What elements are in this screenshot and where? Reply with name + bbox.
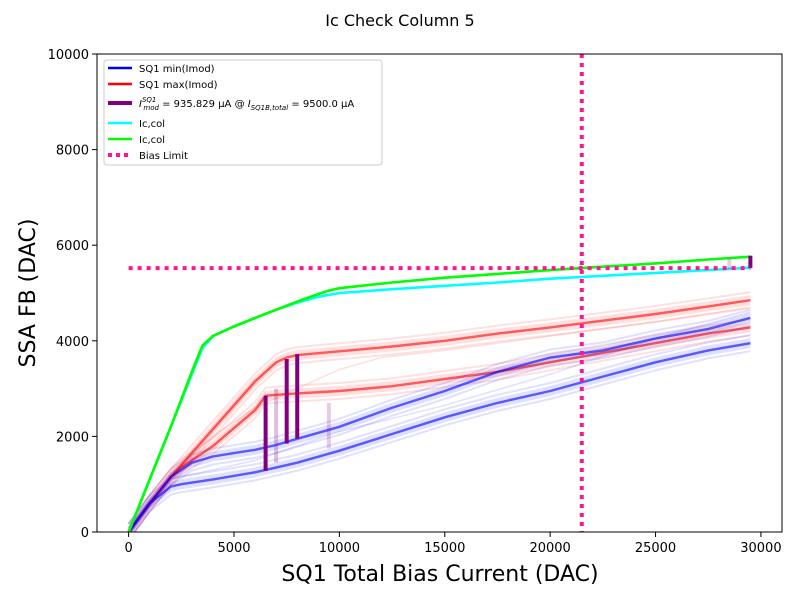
y-axis-label: SSA FB (DAC) (16, 219, 41, 368)
series-trace (127, 308, 751, 525)
series-trace (127, 312, 751, 529)
x-tick-label: 20000 (529, 541, 570, 556)
series-ic-green (127, 255, 751, 532)
chart-title: Ic Check Column 5 (325, 11, 474, 30)
legend-label: ISQ1 mod = 935.829 μA @ ISQ1B,total = 950… (139, 96, 354, 112)
series-trace (128, 318, 751, 532)
legend: SQ1 min(Imod) SQ1 max(Imod) ISQ1 mod = 935.… (103, 59, 383, 166)
axes-frame (96, 53, 783, 533)
series-min-lower (127, 334, 751, 532)
legend-label: Ic,col (139, 119, 165, 130)
series-trace (130, 330, 751, 532)
x-tick-label: 15000 (424, 541, 465, 556)
series-faint-blue (128, 311, 751, 532)
series-trace (127, 297, 751, 531)
series-trace (130, 320, 751, 532)
series-line (128, 311, 751, 532)
series-trace (127, 291, 751, 525)
legend-label: SQ1 max(Imod) (139, 80, 218, 91)
x-axis-label: SQ1 Total Bias Current (DAC) (281, 562, 598, 587)
series-line (127, 255, 751, 532)
legend-box (103, 59, 383, 166)
x-tick-label: 5000 (217, 541, 250, 556)
y-tick-label: 10000 (48, 48, 89, 63)
series-line (127, 326, 751, 532)
series-line (127, 306, 751, 532)
x-axis: 0 5000 10000 15000 20000 25000 30000 (124, 532, 782, 556)
series-trace (133, 350, 751, 532)
legend-label: Bias Limit (139, 151, 188, 162)
series-trace (127, 314, 751, 531)
series-trace (127, 334, 751, 525)
plot-area (127, 54, 753, 532)
legend-label: SQ1 min(Imod) (139, 64, 215, 75)
legend-label: Ic,col (139, 135, 165, 146)
series-line (127, 342, 751, 532)
y-tick-label: 0 (81, 526, 89, 541)
x-tick-label: 0 (124, 541, 132, 556)
y-tick-label: 6000 (56, 239, 89, 254)
series-faint-red (127, 306, 751, 532)
series-trace (133, 334, 751, 532)
series-trace (127, 338, 751, 529)
series-trace (127, 340, 751, 531)
y-axis: 0 2000 4000 6000 8000 10000 (48, 48, 97, 541)
series-trace (130, 346, 751, 532)
series-trace (127, 295, 751, 529)
series-trace (128, 344, 751, 532)
series-trace (133, 324, 751, 532)
series-line (127, 316, 751, 532)
series-trace (127, 318, 751, 525)
x-tick-label: 10000 (319, 541, 360, 556)
series-min-upper (127, 308, 751, 532)
y-tick-label: 2000 (56, 430, 89, 445)
x-tick-label: 30000 (740, 541, 781, 556)
x-tick-label: 25000 (635, 541, 676, 556)
y-tick-label: 8000 (56, 144, 89, 159)
y-tick-label: 4000 (56, 335, 89, 350)
